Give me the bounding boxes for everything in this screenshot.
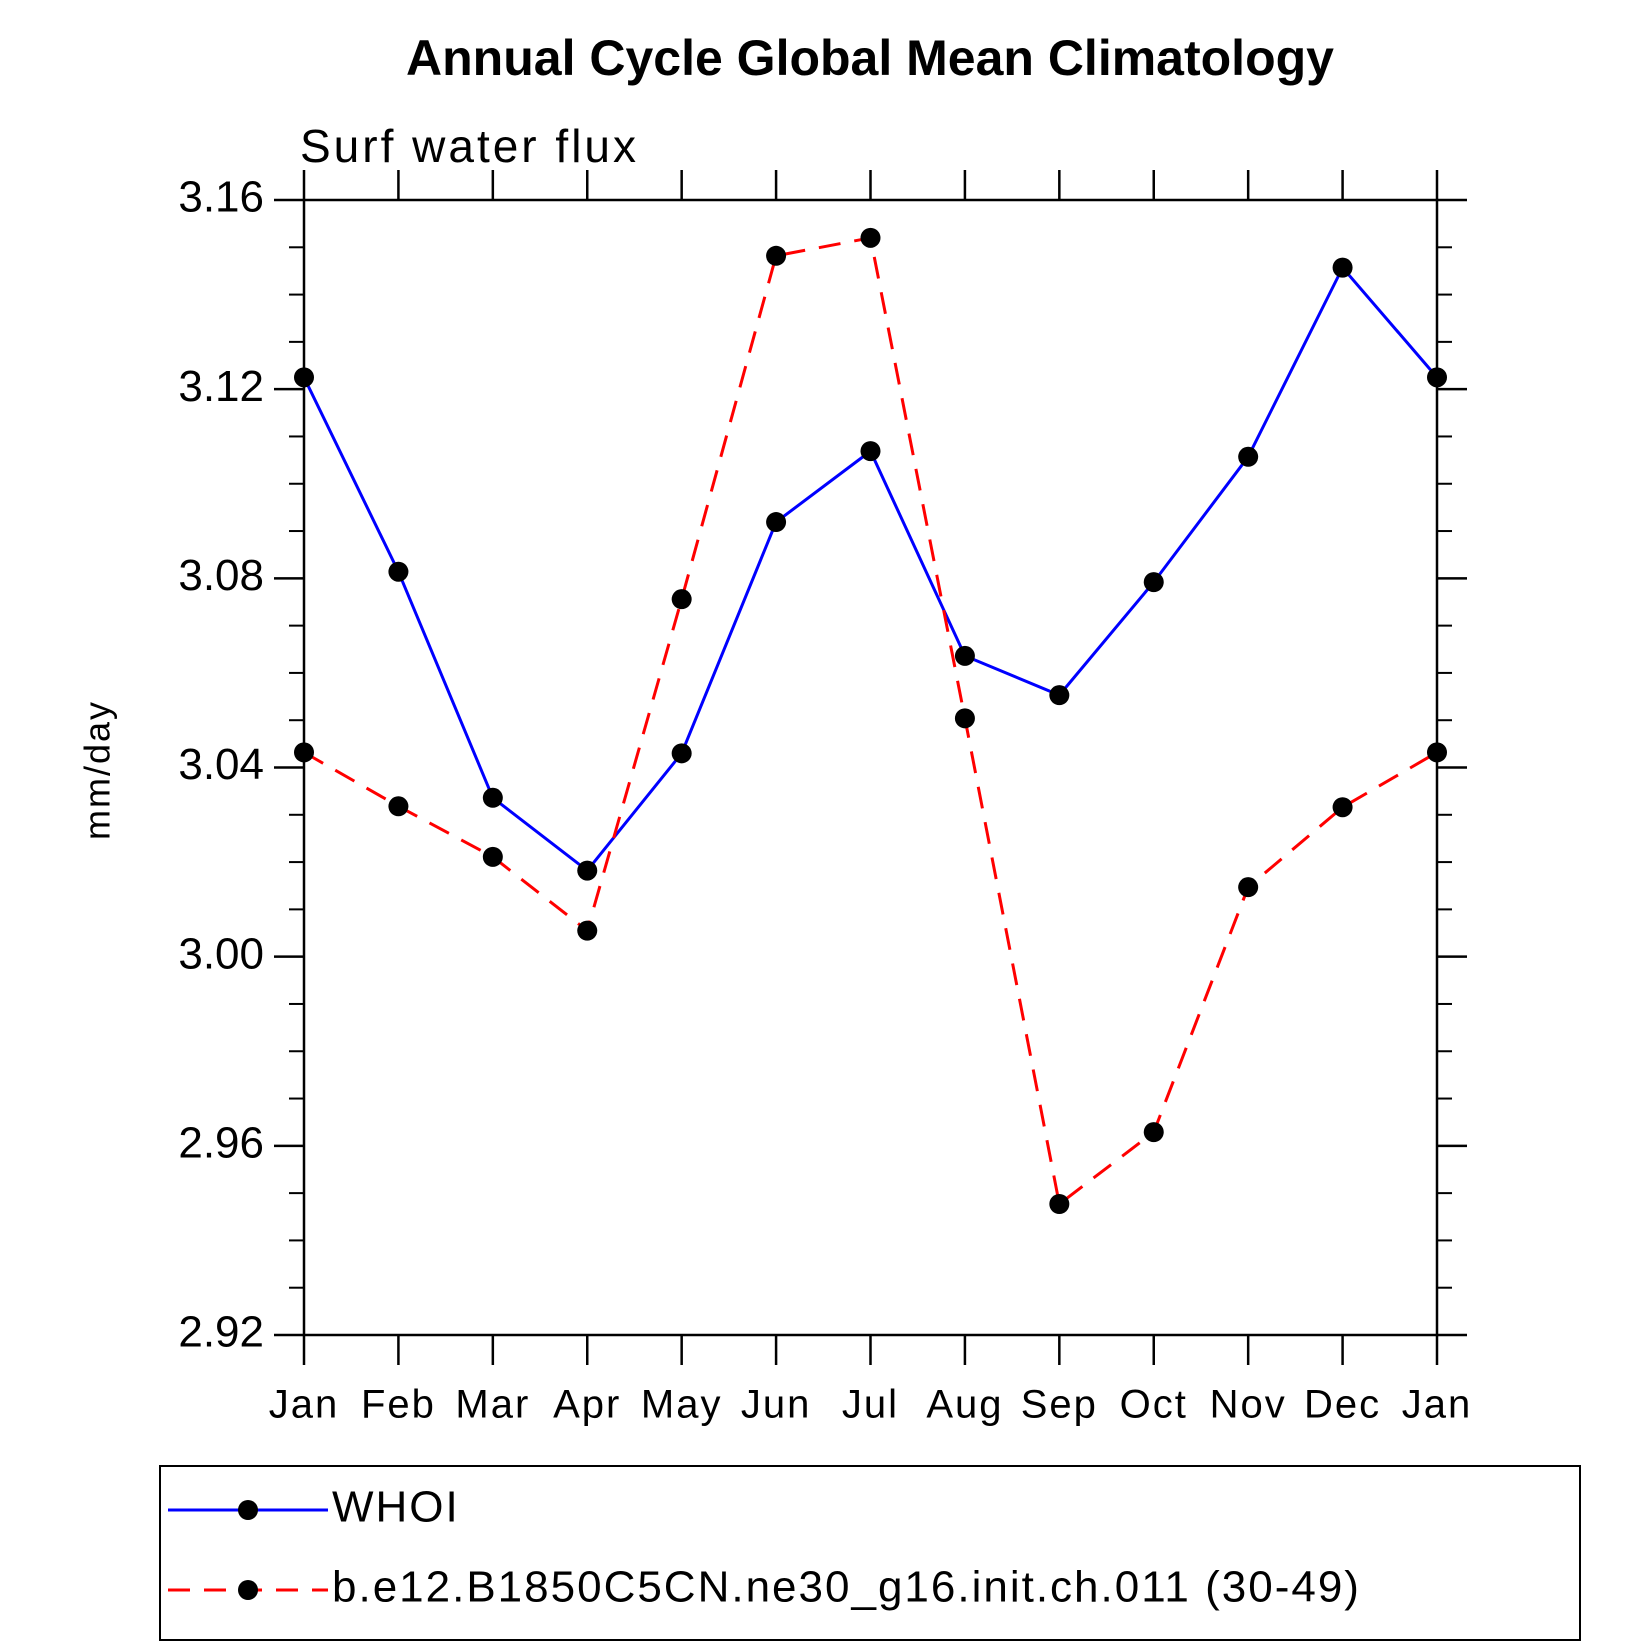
y-tick-label: 3.12 <box>178 362 264 411</box>
data-point <box>1427 742 1447 763</box>
data-point <box>294 367 314 388</box>
x-tick-label: Jun <box>741 1383 812 1427</box>
plot-frame <box>302 198 1439 1337</box>
y-tick-label: 3.08 <box>178 551 264 600</box>
y-tick-label: 3.16 <box>178 173 264 222</box>
x-tick-label: Apr <box>553 1383 621 1427</box>
data-point <box>482 787 503 808</box>
legend-box <box>159 1465 1581 1641</box>
x-tick-label: Mar <box>455 1383 530 1427</box>
data-point <box>860 441 881 462</box>
legend-label: b.e12.B1850C5CN.ne30_g16.init.ch.011 (30… <box>332 1563 1361 1612</box>
x-tick-label: Aug <box>926 1383 1003 1427</box>
data-point <box>671 589 692 610</box>
series-line <box>302 264 1439 873</box>
data-point <box>577 860 598 881</box>
x-tick-label: Jan <box>1402 1383 1473 1427</box>
x-tick-label: Jan <box>269 1383 340 1427</box>
y-tick-label: 3.00 <box>178 929 264 978</box>
data-point <box>860 227 881 248</box>
data-point <box>1143 572 1164 593</box>
y-tick-label: 2.92 <box>178 1308 264 1357</box>
x-tick-label: Sep <box>1021 1383 1098 1427</box>
data-point <box>1332 257 1353 278</box>
x-tick-label: May <box>641 1383 723 1427</box>
data-point <box>954 645 975 666</box>
series-line <box>303 236 1438 1207</box>
y-axis-label: mm/day <box>77 700 118 840</box>
data-point <box>1143 1122 1164 1143</box>
chart-subtitle: Surf water flux <box>300 120 639 172</box>
legend-marker <box>238 1580 258 1600</box>
y-tick-label: 2.96 <box>178 1118 264 1167</box>
data-point <box>482 846 503 867</box>
data-point <box>1049 1194 1070 1215</box>
data-point <box>1238 877 1259 898</box>
data-point <box>766 512 787 533</box>
data-point <box>294 742 314 763</box>
data-point <box>577 920 598 941</box>
x-tick-label: Nov <box>1210 1383 1287 1427</box>
x-tick-label: Dec <box>1304 1383 1381 1427</box>
x-tick-label: Oct <box>1120 1383 1188 1427</box>
data-point <box>671 743 692 764</box>
data-point <box>1332 797 1353 818</box>
x-tick-label: Feb <box>361 1383 436 1427</box>
data-point <box>766 245 787 266</box>
data-point <box>1238 446 1259 467</box>
data-point <box>388 561 409 582</box>
legend-marker <box>238 1500 258 1520</box>
y-tick-label: 3.04 <box>178 740 264 789</box>
data-point <box>388 796 409 817</box>
x-tick-label: Jul <box>842 1383 899 1427</box>
legend-label: WHOI <box>332 1483 460 1532</box>
data-point <box>954 708 975 729</box>
data-point <box>1427 367 1447 388</box>
data-point <box>1049 685 1070 706</box>
chart-title: Annual Cycle Global Mean Climatology <box>406 30 1334 86</box>
